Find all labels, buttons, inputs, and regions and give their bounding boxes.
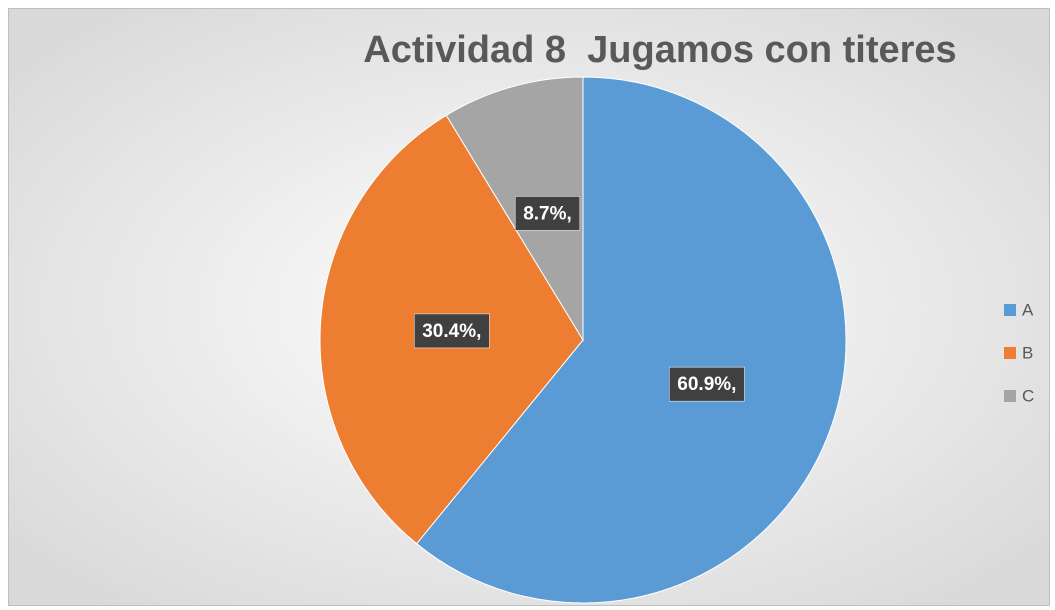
legend-label: C (1022, 386, 1034, 405)
pie-slice (445, 76, 584, 342)
data-label: 60.9%, (677, 374, 736, 395)
legend-swatch (1004, 390, 1016, 402)
data-label: 8.7%, (523, 203, 572, 224)
legend-label: B (1022, 343, 1033, 362)
legend-swatch (1004, 304, 1016, 316)
pie-slice (415, 76, 847, 604)
legend-swatch (1004, 347, 1016, 359)
chart-title: Actividad 8 Jugamos con titeres (363, 29, 956, 71)
data-label-box (669, 366, 745, 402)
data-label-box (413, 313, 490, 349)
data-label: 30.4%, (422, 321, 481, 342)
legend-label: A (1022, 300, 1034, 319)
data-label-box (514, 196, 581, 231)
